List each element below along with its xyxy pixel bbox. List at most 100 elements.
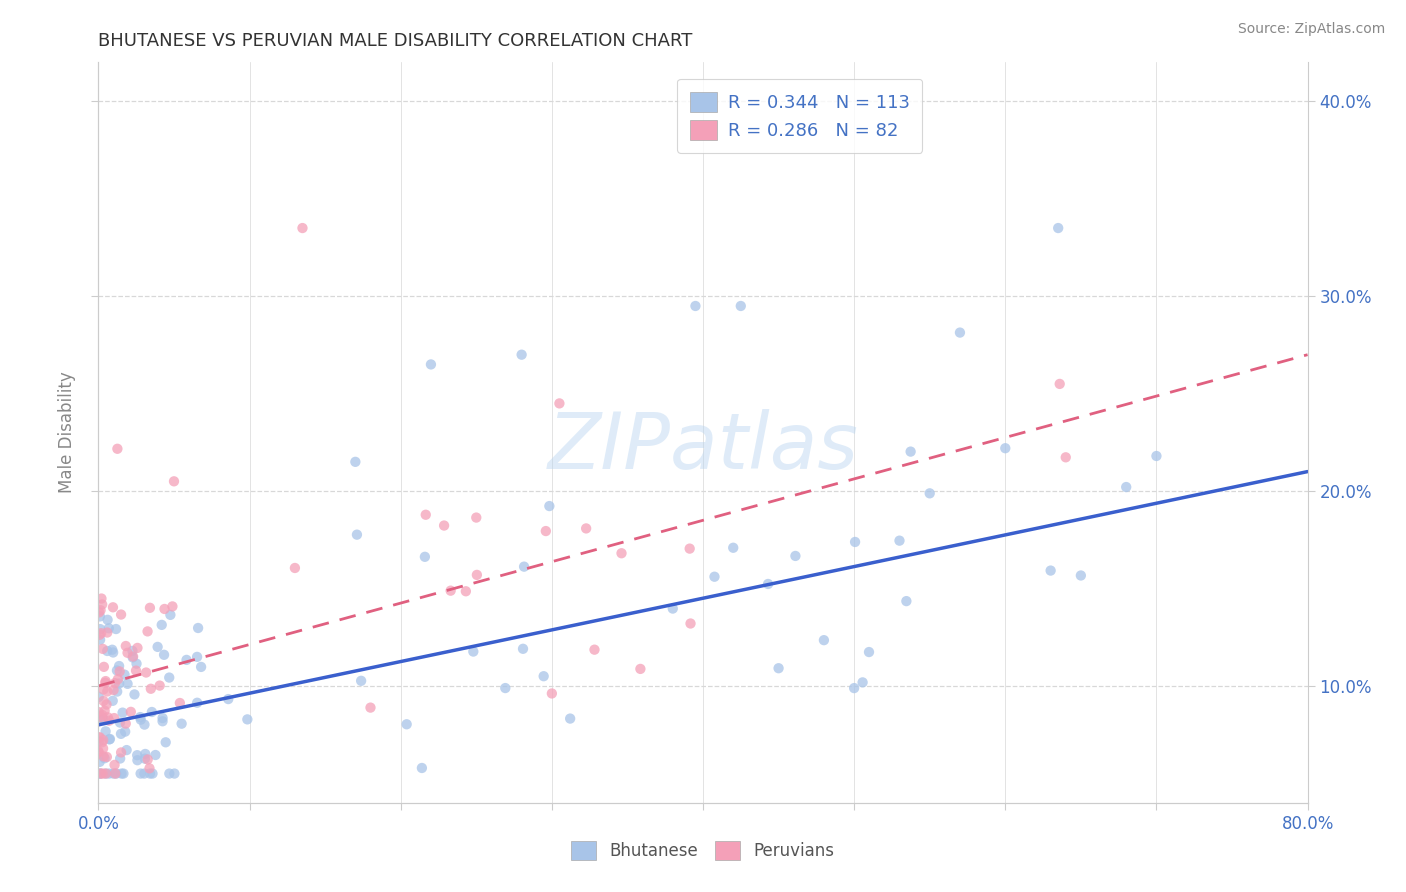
Point — [93, 749, 115, 764]
Point — [350, 673, 373, 688]
Point — [152, 714, 174, 729]
Point — [91, 641, 114, 656]
Point — [125, 664, 148, 678]
Point — [108, 751, 131, 765]
Point — [858, 645, 880, 659]
Point — [129, 766, 152, 780]
Point — [87, 746, 110, 760]
Point — [120, 705, 142, 719]
Point — [1047, 221, 1070, 235]
Point — [900, 444, 922, 458]
Point — [628, 662, 651, 676]
Point — [186, 696, 208, 710]
Point — [344, 455, 367, 469]
Point — [90, 591, 112, 606]
Point — [108, 659, 131, 673]
Point — [679, 541, 702, 556]
Point — [420, 358, 443, 372]
Point — [89, 632, 111, 647]
Point — [94, 674, 117, 689]
Point — [685, 299, 707, 313]
Point — [89, 628, 111, 642]
Point — [510, 348, 533, 362]
Point — [896, 594, 918, 608]
Point — [108, 676, 131, 690]
Point — [105, 684, 128, 698]
Point — [103, 757, 125, 772]
Point — [112, 766, 135, 780]
Point — [1070, 568, 1092, 582]
Point — [852, 675, 875, 690]
Point — [583, 642, 606, 657]
Point — [104, 766, 127, 780]
Point — [98, 766, 121, 780]
Point — [87, 690, 110, 704]
Point — [101, 645, 124, 659]
Point — [127, 748, 149, 763]
Text: Source: ZipAtlas.com: Source: ZipAtlas.com — [1237, 22, 1385, 37]
Point — [90, 603, 112, 617]
Point — [105, 766, 128, 780]
Point — [91, 741, 114, 756]
Point — [105, 664, 128, 678]
Point — [139, 766, 162, 780]
Point — [730, 299, 752, 313]
Point — [533, 669, 555, 683]
Point — [187, 621, 209, 635]
Point — [152, 711, 174, 725]
Point — [121, 644, 143, 658]
Point — [465, 567, 488, 582]
Point — [98, 732, 121, 747]
Point — [146, 640, 169, 654]
Point — [918, 486, 941, 500]
Point — [93, 704, 115, 718]
Point — [103, 711, 125, 725]
Point — [101, 694, 124, 708]
Point — [538, 499, 561, 513]
Point — [129, 713, 152, 727]
Point — [124, 688, 146, 702]
Point — [360, 700, 382, 714]
Point — [291, 221, 314, 235]
Point — [395, 717, 418, 731]
Point — [149, 679, 172, 693]
Point — [90, 766, 112, 780]
Point — [91, 713, 114, 727]
Point — [661, 601, 683, 615]
Point — [190, 660, 212, 674]
Point — [889, 533, 911, 548]
Point — [433, 518, 456, 533]
Point — [91, 735, 114, 749]
Point — [103, 683, 125, 698]
Point — [93, 660, 115, 674]
Point — [139, 600, 162, 615]
Point — [96, 750, 118, 764]
Point — [101, 642, 124, 657]
Point — [117, 646, 139, 660]
Point — [87, 605, 110, 619]
Point — [548, 396, 571, 410]
Point — [610, 546, 633, 560]
Point — [108, 665, 131, 679]
Point — [217, 692, 239, 706]
Point — [157, 766, 180, 780]
Point — [145, 747, 167, 762]
Y-axis label: Male Disability: Male Disability — [58, 372, 76, 493]
Point — [163, 475, 186, 489]
Point — [768, 661, 790, 675]
Point — [153, 602, 176, 616]
Point — [141, 705, 163, 719]
Point — [96, 698, 118, 712]
Point — [440, 583, 463, 598]
Point — [104, 676, 127, 690]
Point — [89, 622, 111, 636]
Point — [89, 755, 111, 769]
Point — [844, 535, 866, 549]
Point — [90, 710, 112, 724]
Point — [534, 524, 557, 538]
Point — [111, 706, 134, 720]
Point — [96, 644, 118, 658]
Point — [91, 766, 114, 780]
Point — [176, 653, 198, 667]
Point — [110, 727, 132, 741]
